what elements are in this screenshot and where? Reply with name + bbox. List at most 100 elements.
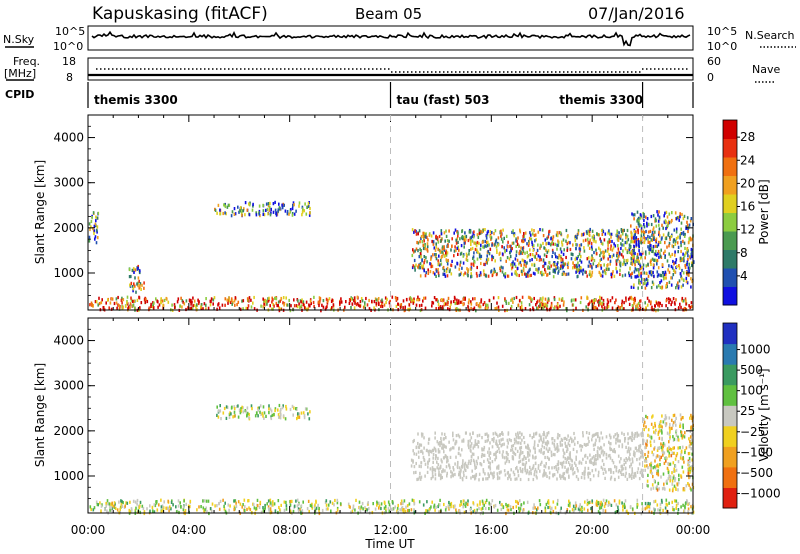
range-gate-cell xyxy=(635,268,638,272)
range-gate-cell xyxy=(684,307,687,311)
range-gate-cell xyxy=(586,456,589,460)
range-gate-cell xyxy=(479,500,481,504)
range-gate-cell xyxy=(110,307,113,311)
range-gate-cell xyxy=(248,416,250,420)
range-gate-cell xyxy=(216,413,218,417)
range-gate-cell xyxy=(609,247,612,251)
range-gate-cell xyxy=(520,306,523,310)
range-gate-cell xyxy=(96,228,98,232)
range-gate-cell xyxy=(647,454,649,458)
range-gate-cell xyxy=(110,502,112,506)
range-gate-cell xyxy=(648,247,650,251)
range-gate-cell xyxy=(637,231,639,235)
range-gate-cell xyxy=(678,477,680,481)
range-gate-cell xyxy=(600,431,602,435)
range-gate-cell xyxy=(243,509,246,513)
range-gate-cell xyxy=(691,416,693,420)
range-gate-cell xyxy=(189,505,191,509)
range-gate-cell xyxy=(518,454,521,458)
range-gate-cell xyxy=(193,299,196,303)
range-gate-cell xyxy=(407,307,409,311)
range-gate-cell xyxy=(542,451,544,455)
range-gate-cell xyxy=(515,439,517,443)
range-gate-cell xyxy=(545,462,547,466)
range-gate-cell xyxy=(622,255,624,259)
range-gate-cell xyxy=(521,462,524,466)
range-gate-cell xyxy=(646,506,648,510)
range-gate-cell xyxy=(470,300,472,304)
range-gate-cell xyxy=(485,498,488,502)
range-gate-cell xyxy=(435,269,438,273)
range-gate-cell xyxy=(561,272,564,276)
range-gate-cell xyxy=(423,237,425,241)
range-gate-cell xyxy=(262,305,265,309)
range-gate-cell xyxy=(628,302,631,306)
range-gate-cell xyxy=(586,502,589,507)
range-gate-cell xyxy=(550,304,553,308)
range-gate-cell xyxy=(502,228,504,232)
range-gate-cell xyxy=(440,255,443,260)
range-gate-cell xyxy=(445,445,447,449)
range-gate-cell xyxy=(486,477,489,481)
range-gate-cell xyxy=(488,507,490,511)
range-gate-cell xyxy=(527,254,530,258)
range-gate-cell xyxy=(355,303,358,307)
range-gate-cell xyxy=(618,460,621,464)
range-gate-cell xyxy=(569,510,571,514)
range-gate-cell xyxy=(506,274,509,278)
range-gate-cell xyxy=(572,266,574,270)
range-gate-cell xyxy=(623,243,625,247)
range-gate-cell xyxy=(680,430,683,435)
range-gate-cell xyxy=(90,219,93,224)
range-gate-cell xyxy=(390,507,393,511)
range-gate-cell xyxy=(510,444,513,448)
range-gate-cell xyxy=(458,435,461,439)
range-gate-cell xyxy=(481,452,483,457)
range-gate-cell xyxy=(465,475,468,479)
range-gate-cell xyxy=(525,274,527,278)
range-gate-cell xyxy=(285,407,288,411)
range-gate-cell xyxy=(174,305,176,310)
range-gate-cell xyxy=(246,307,249,311)
range-gate-cell xyxy=(246,208,249,212)
range-gate-cell xyxy=(263,299,265,303)
range-gate-cell xyxy=(265,414,267,418)
range-gate-cell xyxy=(526,255,529,259)
y-tick-label: 1000 xyxy=(53,266,84,280)
range-gate-cell xyxy=(238,210,240,214)
range-gate-cell xyxy=(585,305,587,309)
range-gate-cell xyxy=(633,270,636,274)
range-gate-cell xyxy=(495,238,498,242)
range-gate-cell xyxy=(631,212,633,216)
range-gate-cell xyxy=(688,467,690,471)
range-gate-cell xyxy=(350,306,352,310)
range-gate-cell xyxy=(298,415,301,419)
range-gate-cell xyxy=(515,253,518,257)
range-gate-cell xyxy=(635,307,637,311)
range-gate-cell xyxy=(364,304,366,308)
range-gate-cell xyxy=(431,264,434,268)
range-gate-cell xyxy=(94,222,97,226)
range-gate-cell xyxy=(151,509,154,513)
range-gate-cell xyxy=(546,474,548,478)
range-gate-cell xyxy=(686,247,688,251)
range-gate-cell xyxy=(136,502,138,506)
range-gate-cell xyxy=(597,432,599,436)
range-gate-cell xyxy=(545,502,548,506)
range-gate-cell xyxy=(632,255,634,259)
range-gate-cell xyxy=(556,255,559,260)
range-gate-cell xyxy=(690,217,693,221)
range-gate-cell xyxy=(179,304,181,308)
range-gate-cell xyxy=(155,297,157,301)
range-gate-cell xyxy=(443,432,446,436)
range-gate-cell xyxy=(611,458,614,463)
range-gate-cell xyxy=(643,212,645,217)
range-gate-cell xyxy=(441,247,444,251)
range-gate-cell xyxy=(649,470,652,474)
range-gate-cell xyxy=(467,268,470,272)
range-gate-cell xyxy=(470,476,472,480)
range-gate-cell xyxy=(627,297,630,301)
range-gate-cell xyxy=(610,468,612,472)
range-gate-cell xyxy=(459,260,462,264)
range-gate-cell xyxy=(593,433,596,437)
